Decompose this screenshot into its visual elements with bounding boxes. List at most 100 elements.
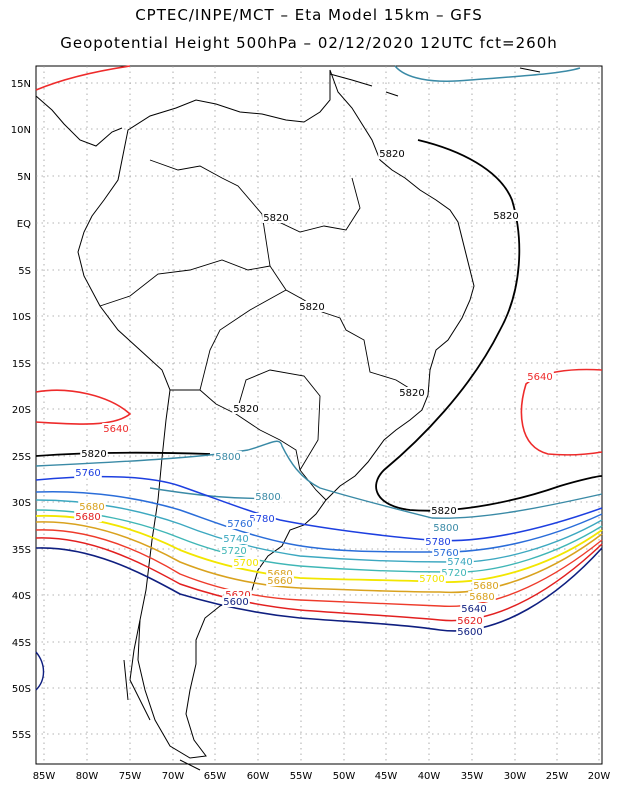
contour-value-label: 5820 — [493, 211, 518, 222]
lon-tick-label: 80W — [76, 771, 99, 782]
contour-value-label: 5800 — [215, 452, 240, 463]
country-borders — [99, 159, 423, 501]
lat-tick-label: 15S — [12, 359, 31, 370]
lon-tick-label: 45W — [375, 771, 398, 782]
contour-value-label: 5820 — [233, 404, 258, 415]
lon-tick-label: 20W — [588, 771, 611, 782]
contour-value-label: 5820 — [431, 506, 456, 517]
lon-tick-label: 35W — [461, 771, 484, 782]
lon-tick-label: 50W — [333, 771, 356, 782]
contour-value-label: 5680 — [79, 502, 104, 513]
height-contour-line — [35, 490, 603, 553]
contour-value-label: 5680 — [267, 569, 292, 580]
contour-label-background — [220, 545, 248, 556]
contour-value-label: 5680 — [75, 512, 100, 523]
contour-value-label: 5660 — [267, 576, 292, 587]
lon-tick-label: 75W — [119, 771, 142, 782]
contour-label-background — [492, 210, 520, 221]
contour-label-background — [456, 615, 484, 626]
contour-label-background — [74, 511, 102, 522]
contour-value-label: 5760 — [433, 548, 458, 559]
lat-tick-label: 30S — [12, 498, 31, 509]
contour-label-background — [222, 533, 250, 544]
contour-label-background — [472, 580, 500, 591]
contour-value-label: 5740 — [447, 557, 472, 568]
height-contour-line — [35, 529, 603, 607]
lat-tick-label: 5S — [18, 266, 31, 277]
height-contour-line — [35, 521, 603, 594]
contour-value-label: 5820 — [81, 449, 106, 460]
contour-value-label: 5600 — [223, 597, 248, 608]
contour-label-background — [378, 148, 406, 159]
contour-value-label: 5820 — [399, 388, 424, 399]
contour-label-background — [266, 568, 294, 579]
height-contour-line — [520, 368, 603, 456]
contour-value-label: 5640 — [103, 424, 128, 435]
contour-value-label: 5780 — [425, 537, 450, 548]
lat-tick-label: 45S — [12, 638, 31, 649]
contour-value-label: 5760 — [75, 468, 100, 479]
contour-value-label: 5700 — [419, 574, 444, 585]
height-contour-line — [35, 537, 603, 622]
contour-label-background — [222, 596, 250, 607]
lon-tick-label: 30W — [504, 771, 527, 782]
contour-label-background — [248, 513, 276, 524]
lon-tick-label: 65W — [204, 771, 227, 782]
contour-label-background — [468, 591, 496, 602]
lat-tick-label: 15N — [11, 79, 31, 90]
contour-label-background — [78, 501, 106, 512]
contour-label-background — [440, 567, 468, 578]
caribbean-islands — [329, 67, 541, 97]
lon-tick-label: 60W — [247, 771, 270, 782]
contour-label-background — [80, 448, 108, 459]
continent-outline — [77, 69, 475, 759]
contour-label-background — [398, 387, 426, 398]
lat-tick-label: EQ — [17, 219, 31, 230]
lon-tick-label: 25W — [546, 771, 569, 782]
height-contour-line — [35, 514, 603, 583]
contour-value-label: 5760 — [227, 519, 252, 530]
contour-label-background — [254, 491, 282, 502]
lat-tick-label: 50S — [12, 684, 31, 695]
contour-label-background — [424, 536, 452, 547]
lon-tick-label: 85W — [33, 771, 56, 782]
contour-label-background — [262, 212, 290, 223]
contour-label-background — [232, 403, 260, 414]
contour-label-background — [74, 467, 102, 478]
contour-label-background — [102, 423, 130, 434]
contour-value-label: 5800 — [433, 523, 458, 534]
height-contour-line — [35, 440, 603, 519]
height-contour-line — [35, 547, 603, 632]
contour-label-background — [224, 589, 252, 600]
height-contour-line — [35, 451, 211, 457]
contour-label-background — [432, 547, 460, 558]
map-subtitle: Geopotential Height 500hPa – 02/12/2020 … — [60, 34, 558, 52]
lat-tick-label: 55S — [12, 730, 31, 741]
contour-label-background — [432, 522, 460, 533]
contour-label-background — [298, 301, 326, 312]
lat-tick-label: 40S — [12, 591, 31, 602]
central-america-outline — [35, 95, 123, 147]
contour-value-label: 5680 — [469, 592, 494, 603]
contour-label-background — [214, 451, 242, 462]
contour-value-label: 5720 — [441, 568, 466, 579]
contour-value-label: 5780 — [249, 514, 274, 525]
contour-value-label: 5740 — [223, 534, 248, 545]
contour-label-background — [232, 557, 260, 568]
lat-tick-label: 35S — [12, 545, 31, 556]
contour-value-label: 5820 — [379, 149, 404, 160]
contour-value-label: 5700 — [233, 558, 258, 569]
contour-value-label: 5620 — [457, 616, 482, 627]
contour-label-background — [526, 371, 554, 382]
contour-label-background — [418, 573, 446, 584]
lat-tick-label: 10S — [12, 312, 31, 323]
height-contour-line — [394, 65, 581, 82]
height-contour-line — [35, 65, 131, 91]
height-contour-line — [35, 509, 603, 573]
lon-tick-label: 70W — [162, 771, 185, 782]
contour-label-background — [430, 505, 458, 516]
contour-value-label: 5720 — [221, 546, 246, 557]
contour-value-label: 5820 — [299, 302, 324, 313]
lat-tick-label: 5N — [17, 172, 31, 183]
